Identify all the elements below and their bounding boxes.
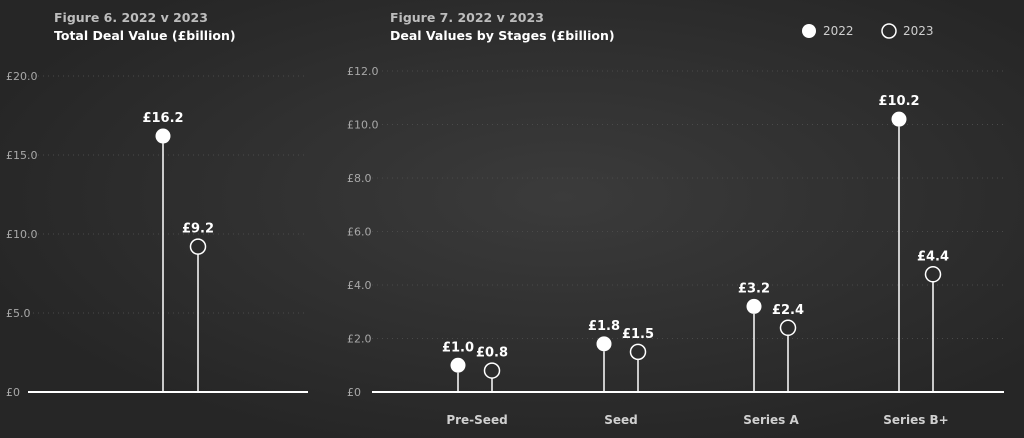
lollipop-point-2022 — [450, 357, 466, 373]
y-tick-label: £2.0 — [347, 333, 372, 346]
data-label: £1.8 — [588, 319, 620, 334]
category-label: Series B+ — [883, 413, 948, 427]
legend-marker-2022 — [802, 24, 816, 38]
lollipop-point-2022 — [155, 128, 171, 144]
y-tick-label: £15.0 — [6, 149, 38, 162]
legend-label-2023: 2023 — [903, 24, 934, 38]
category-label: Seed — [604, 413, 638, 427]
y-tick-label: £20.0 — [6, 70, 38, 83]
legend-marker-2023 — [881, 23, 897, 39]
category-label: Series A — [743, 413, 799, 427]
data-label: £16.2 — [142, 111, 183, 126]
data-label: £9.2 — [182, 222, 214, 237]
legend: 2022 2023 — [802, 23, 934, 39]
figure-7-grid — [372, 70, 1004, 339]
y-tick-label: £0 — [347, 386, 361, 399]
figure-6-grid — [28, 75, 308, 314]
y-tick-label: £10.0 — [6, 228, 38, 241]
lollipop-point-2022 — [891, 111, 907, 127]
lollipop-point-2023 — [924, 266, 942, 283]
figure-6-subtitle: Total Deal Value (£billion) — [54, 28, 236, 43]
data-label: £2.4 — [772, 303, 804, 318]
lollipop-point-2023 — [629, 343, 647, 361]
figure-7: Figure 7. 2022 v 2023 Deal Values by Sta… — [347, 10, 1004, 427]
y-tick-label: £8.0 — [347, 172, 372, 185]
figure-7-marks: £1.0 £1.8 £3.2 £10.2 £0.8 £1.5 £2.4 £4.4 — [442, 94, 949, 392]
y-tick-label: £5.0 — [6, 307, 31, 320]
y-tick-label: £10.0 — [347, 119, 379, 132]
data-label: £0.8 — [476, 346, 508, 361]
data-label: £1.5 — [622, 327, 654, 342]
y-tick-label: £0 — [6, 386, 20, 399]
lollipop-point-2023 — [189, 238, 207, 255]
lollipop-point-2022 — [746, 298, 762, 314]
category-label: Pre-Seed — [446, 413, 507, 427]
data-label: £4.4 — [917, 249, 949, 264]
data-label: £10.2 — [878, 94, 919, 109]
figure-7-y-ticks: £0 £2.0 £4.0 £6.0 £8.0 £10.0 £12.0 — [347, 65, 379, 399]
legend-label-2022: 2022 — [823, 24, 854, 38]
figure-7-categories: Pre-Seed Seed Series A Series B+ — [446, 413, 948, 427]
y-tick-label: £6.0 — [347, 226, 372, 239]
figure-6-marks: £16.2 £9.2 — [142, 111, 214, 392]
figure-6-y-ticks: £0 £5.0 £10.0 £15.0 £20.0 — [6, 70, 38, 399]
y-tick-label: £12.0 — [347, 65, 379, 78]
figure-7-title: Figure 7. 2022 v 2023 — [390, 10, 544, 25]
y-tick-label: £4.0 — [347, 279, 372, 292]
figure-6: Figure 6. 2022 v 2023 Total Deal Value (… — [6, 10, 308, 399]
figure-6-title: Figure 6. 2022 v 2023 — [54, 10, 208, 25]
lollipop-point-2022 — [596, 336, 612, 352]
lollipop-point-2023 — [779, 319, 797, 337]
data-label: £3.2 — [738, 281, 770, 296]
data-label: £1.0 — [442, 340, 474, 355]
lollipop-point-2023 — [483, 362, 501, 379]
figure-7-subtitle: Deal Values by Stages (£billion) — [390, 28, 615, 43]
